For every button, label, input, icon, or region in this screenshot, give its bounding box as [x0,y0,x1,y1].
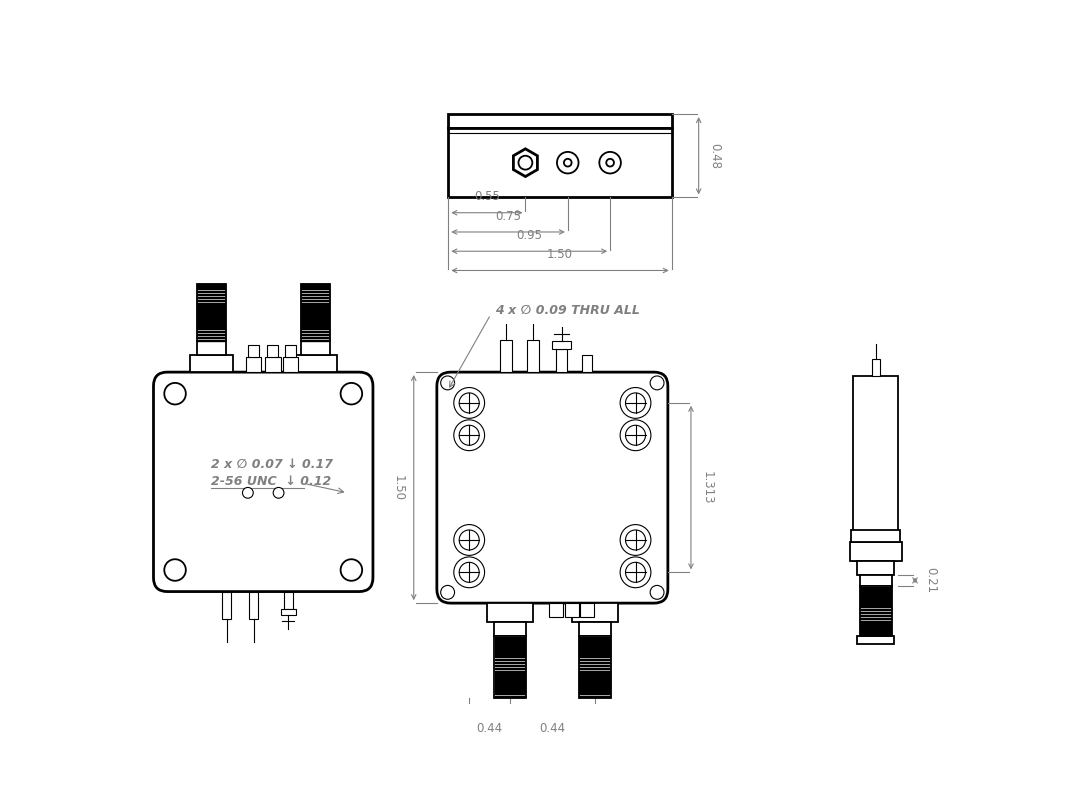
Text: 1.313: 1.313 [700,471,713,505]
Circle shape [518,156,532,169]
Circle shape [164,559,186,581]
Circle shape [606,159,614,167]
Circle shape [164,383,186,404]
Text: 2-56 UNC  ↓ 0.12: 2-56 UNC ↓ 0.12 [211,475,332,488]
Bar [583,355,591,372]
Bar [197,283,226,342]
Polygon shape [513,149,538,176]
Bar [295,355,336,372]
Bar [553,342,571,349]
Bar [266,357,281,372]
Bar [857,561,894,574]
Text: 0.48: 0.48 [708,142,721,168]
Text: 2 x ∅ 0.07 ↓ 0.17: 2 x ∅ 0.07 ↓ 0.17 [211,458,333,471]
Bar [580,603,594,617]
Circle shape [459,393,479,413]
Bar [487,603,533,623]
Bar [857,636,894,644]
Circle shape [564,159,572,167]
Bar [527,340,540,372]
Circle shape [625,393,646,413]
Bar [578,623,610,636]
Circle shape [620,388,651,418]
Circle shape [625,530,646,550]
Circle shape [454,388,484,418]
Circle shape [440,376,454,390]
Circle shape [650,585,664,600]
Circle shape [454,557,484,588]
Text: 0.55: 0.55 [474,191,500,203]
Bar [246,357,261,372]
Circle shape [273,487,284,498]
Text: 0.44: 0.44 [477,722,502,736]
Text: 1.50: 1.50 [547,248,573,261]
Circle shape [557,152,578,173]
Bar [860,586,892,636]
Circle shape [600,152,621,173]
Circle shape [454,524,484,555]
Bar [572,603,618,623]
Bar [222,592,231,619]
Bar [283,357,298,372]
Bar [248,592,258,619]
Bar [281,608,296,615]
Circle shape [459,562,479,582]
Circle shape [620,557,651,588]
Bar [301,342,330,355]
Bar [494,623,526,636]
Bar [500,340,512,372]
Circle shape [625,562,646,582]
Circle shape [625,426,646,445]
Bar [285,345,296,357]
Bar [284,592,292,608]
Bar [578,636,610,698]
Circle shape [341,559,362,581]
Bar [872,359,879,376]
Text: 0.75: 0.75 [495,210,522,223]
Bar [860,574,892,586]
Text: 1.50: 1.50 [392,475,405,501]
Bar [191,355,232,372]
Circle shape [459,426,479,445]
Bar [851,530,901,542]
Circle shape [459,530,479,550]
Bar [197,342,226,355]
Bar [301,283,330,342]
Bar [549,603,563,617]
FancyBboxPatch shape [153,372,373,592]
Bar [449,114,672,128]
Bar [494,636,526,698]
Text: 4 x ∅ 0.09 THRU ALL: 4 x ∅ 0.09 THRU ALL [495,304,639,317]
Text: 0.44: 0.44 [540,722,565,736]
Bar [248,345,259,357]
Bar [849,542,902,561]
Circle shape [620,420,651,451]
Bar [449,128,672,197]
Bar [556,349,567,372]
Text: 0.21: 0.21 [924,567,937,593]
Circle shape [440,585,454,600]
Circle shape [650,376,664,390]
FancyBboxPatch shape [437,372,668,603]
Circle shape [620,524,651,555]
Bar [854,376,899,561]
Bar [564,603,578,617]
Circle shape [454,420,484,451]
Bar [268,345,278,357]
Circle shape [242,487,253,498]
Text: 0.95: 0.95 [516,229,542,242]
Circle shape [341,383,362,404]
